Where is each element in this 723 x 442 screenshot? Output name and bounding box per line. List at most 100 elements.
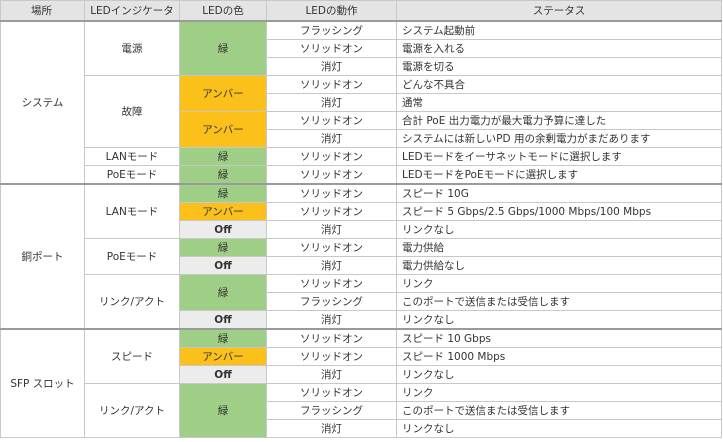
action-cell: 消灯 — [266, 419, 397, 438]
color-off: Off — [179, 310, 267, 330]
action-cell: ソリッドオン — [266, 147, 397, 166]
location-sfp-slot: SFP スロット — [0, 328, 85, 438]
color-fault-amber-poe: アンバー — [179, 111, 267, 148]
action-cell: ソリッドオン — [266, 165, 397, 185]
table-row: SFP スロット スピード 緑 ソリッドオン スピード 10 Gbps — [0, 328, 722, 438]
status-cell: LEDモードをイーサネットモードに選択します — [396, 147, 722, 166]
color-power-green: 緑 — [179, 20, 267, 76]
color-off: Off — [179, 365, 267, 384]
action-cell: 消灯 — [266, 310, 397, 330]
header-color: LEDの色 — [179, 0, 267, 22]
color-poe-mode-green: 緑 — [179, 165, 267, 185]
header-row: 場所 LEDインジケータ LEDの色 LEDの動作 ステータス — [0, 0, 722, 22]
action-cell: 消灯 — [266, 365, 397, 384]
header-status: ステータス — [396, 0, 722, 22]
status-cell: このポートで送信または受信します — [396, 401, 722, 420]
indicator-link-act: リンク/アクト — [84, 383, 180, 438]
table-row: PoEモード 緑 ソリッドオン LEDモードをPoEモードに選択します — [1, 165, 722, 185]
table-row: リンク/アクト 緑 ソリッドオン リンク — [1, 274, 722, 330]
table-row: Off 消灯 リンクなし — [1, 365, 722, 384]
indicator-power: 電源 — [84, 20, 180, 76]
location-copper-port: 銅ポート — [0, 183, 85, 330]
status-cell: スピード 10G — [396, 183, 722, 203]
indicator-lan-mode: LANモード — [84, 147, 180, 166]
color-off: Off — [179, 220, 267, 239]
section-sfp-slot: SFP スロット スピード 緑 ソリッドオン スピード 10 Gbps アンバー… — [0, 328, 722, 438]
action-cell: フラッシング — [266, 20, 397, 40]
color-green: 緑 — [179, 183, 267, 203]
table-row: 銅ポート LANモード 緑 ソリッドオン スピード 10G — [0, 183, 722, 330]
status-cell: リンク — [396, 274, 722, 293]
color-lan-mode-green: 緑 — [179, 147, 267, 166]
table-row: システム 電源 緑 フラッシング システム起動前 — [0, 20, 722, 185]
color-amber: アンバー — [179, 202, 267, 221]
action-cell: ソリッドオン — [266, 347, 397, 366]
status-cell: 電源を切る — [396, 57, 722, 76]
status-cell: システムには新しいPD 用の余剰電力がまだあります — [396, 129, 722, 148]
status-cell: LEDモードをPoEモードに選択します — [396, 165, 722, 185]
action-cell: ソリッドオン — [266, 202, 397, 221]
color-green: 緑 — [179, 383, 267, 438]
action-cell: ソリッドオン — [266, 111, 397, 130]
header-location: 場所 — [0, 0, 85, 22]
status-cell: どんな不具合 — [396, 75, 722, 94]
table-row: リンク/アクト 緑 ソリッドオン リンク — [1, 383, 722, 438]
action-cell: フラッシング — [266, 401, 397, 420]
table-row: アンバー ソリッドオン スピード 1000 Mbps — [1, 347, 722, 366]
status-cell: スピード 1000 Mbps — [396, 347, 722, 366]
status-cell: リンクなし — [396, 220, 722, 239]
action-cell: ソリッドオン — [266, 383, 397, 402]
status-cell: 電力供給なし — [396, 256, 722, 275]
action-cell: ソリッドオン — [266, 328, 397, 348]
status-cell: 通常 — [396, 93, 722, 112]
action-cell: ソリッドオン — [266, 238, 397, 257]
section-copper-port: 銅ポート LANモード 緑 ソリッドオン スピード 10G アンバー ソリッドオ… — [0, 183, 722, 330]
action-cell: ソリッドオン — [266, 183, 397, 203]
indicator-fault: 故障 — [84, 75, 180, 148]
color-green: 緑 — [179, 238, 267, 257]
header-action: LEDの動作 — [266, 0, 397, 22]
color-green: 緑 — [179, 274, 267, 311]
status-cell: 電源を入れる — [396, 39, 722, 58]
table-row: LANモード 緑 ソリッドオン LEDモードをイーサネットモードに選択します — [1, 147, 722, 166]
color-off: Off — [179, 256, 267, 275]
status-cell: リンクなし — [396, 365, 722, 384]
table-row: 故障 アンバー ソリッドオン どんな不具合 — [1, 75, 722, 148]
status-cell: リンク — [396, 383, 722, 402]
status-cell: このポートで送信または受信します — [396, 292, 722, 311]
color-fault-amber: アンバー — [179, 75, 267, 112]
action-cell: 消灯 — [266, 129, 397, 148]
action-cell: フラッシング — [266, 292, 397, 311]
status-cell: システム起動前 — [396, 20, 722, 40]
table-row: フラッシング このポートで送信または受信します — [1, 292, 722, 311]
section-system: システム 電源 緑 フラッシング システム起動前 ソリッドオン 電源を入れる 消… — [0, 20, 722, 185]
color-amber: アンバー — [179, 347, 267, 366]
action-cell: ソリッドオン — [266, 274, 397, 293]
status-cell: スピード 10 Gbps — [396, 328, 722, 348]
action-cell: 消灯 — [266, 57, 397, 76]
header-indicator: LEDインジケータ — [84, 0, 180, 22]
indicator-speed: スピード — [84, 328, 180, 384]
indicator-lan-mode: LANモード — [84, 183, 180, 239]
table-row: PoEモード 緑 ソリッドオン 電力供給 — [1, 238, 722, 275]
indicator-link-act: リンク/アクト — [84, 274, 180, 330]
color-green: 緑 — [179, 328, 267, 348]
status-cell: リンクなし — [396, 310, 722, 330]
status-cell: 電力供給 — [396, 238, 722, 257]
action-cell: 消灯 — [266, 256, 397, 275]
action-cell: 消灯 — [266, 220, 397, 239]
indicator-poe-mode: PoEモード — [84, 238, 180, 275]
table-row: アンバー ソリッドオン スピード 5 Gbps/2.5 Gbps/1000 Mb… — [1, 202, 722, 221]
action-cell: ソリッドオン — [266, 39, 397, 58]
action-cell: ソリッドオン — [266, 75, 397, 94]
table-row: 消灯 システムには新しいPD 用の余剰電力がまだあります — [1, 129, 722, 148]
status-cell: リンクなし — [396, 419, 722, 438]
status-cell: 合計 PoE 出力電力が最大電力予算に達した — [396, 111, 722, 130]
action-cell: 消灯 — [266, 93, 397, 112]
table-row: Off 消灯 電力供給なし — [1, 256, 722, 275]
indicator-poe-mode: PoEモード — [84, 165, 180, 185]
location-system: システム — [0, 20, 85, 185]
status-cell: スピード 5 Gbps/2.5 Gbps/1000 Mbps/100 Mbps — [396, 202, 722, 221]
table-row: 消灯 リンクなし — [1, 419, 722, 438]
